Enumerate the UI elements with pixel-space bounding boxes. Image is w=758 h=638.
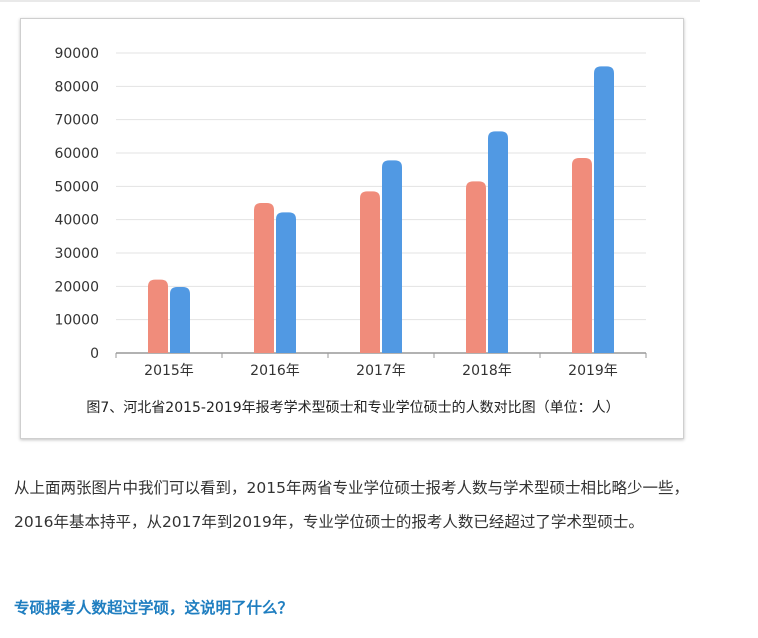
bar (170, 287, 190, 353)
y-tick-label: 70000 (54, 113, 99, 129)
x-tick-label: 2015年 (144, 363, 194, 379)
bar (488, 131, 508, 353)
y-tick-label: 60000 (54, 146, 99, 162)
y-tick-label: 50000 (54, 179, 99, 195)
bar-chart: 0 10000 20000 30000 40000 50000 60000 70000 8000… (54, 46, 647, 379)
y-tick-label: 90000 (54, 46, 99, 62)
y-tick-label: 30000 (54, 246, 99, 262)
bar (148, 279, 168, 353)
bar (254, 203, 274, 353)
x-tick-label: 2016年 (250, 363, 300, 379)
bar (360, 191, 380, 353)
bar (572, 158, 592, 353)
chart-caption: 图7、河北省2015-2019年报考学术型硕士和专业学位硕士的人数对比图（单位：… (86, 400, 620, 416)
x-tick-label: 2017年 (356, 363, 406, 379)
bar (276, 212, 296, 353)
x-tick-label: 2019年 (568, 363, 618, 379)
section-question: 专硕报考人数超过学硕，这说明了什么？ (14, 599, 294, 617)
y-tick-label: 80000 (54, 79, 99, 95)
article-paragraph: 从上面两张图片中我们可以看到，2015年两省专业学位硕士报考人数与学术型硕士相比… (14, 479, 689, 531)
bar (382, 160, 402, 353)
x-tick-label: 2018年 (462, 363, 512, 379)
y-tick-label: 40000 (54, 213, 99, 229)
y-tick-label: 10000 (54, 313, 99, 329)
chart-figure: 0 10000 20000 30000 40000 50000 60000 70000 8000… (20, 18, 684, 439)
bar (466, 181, 486, 353)
top-divider (0, 0, 700, 2)
y-tick-label: 20000 (54, 279, 99, 295)
bar (594, 66, 614, 354)
y-tick-label: 0 (90, 346, 99, 362)
